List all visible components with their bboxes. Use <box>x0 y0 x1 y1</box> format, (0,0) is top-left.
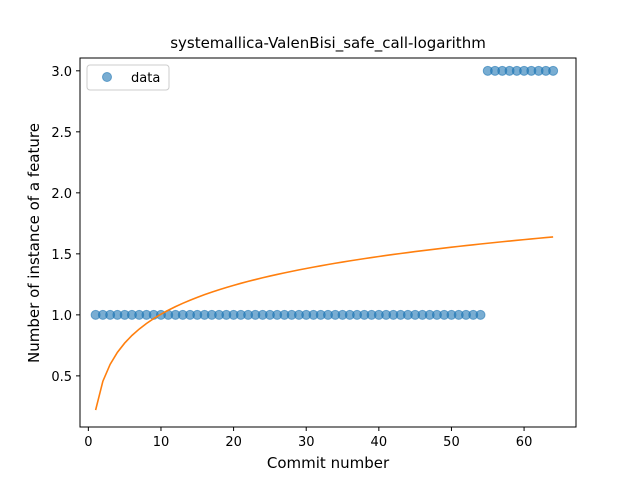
legend-marker <box>102 72 112 82</box>
y-tick-label: 0.5 <box>51 370 72 385</box>
x-tick-label: 10 <box>153 435 170 450</box>
x-axis: 0 10 20 30 40 50 60 <box>84 427 532 450</box>
y-tick-label: 2.5 <box>51 126 72 141</box>
x-tick-label: 60 <box>516 435 533 450</box>
fit-line <box>94 236 554 411</box>
y-tick-label: 3.0 <box>51 65 72 80</box>
x-tick-label: 40 <box>371 435 388 450</box>
x-axis-label: Commit number <box>267 454 390 472</box>
y-axis-label: Number of instance of a feature <box>25 123 43 363</box>
chart-title: systemallica-ValenBisi_safe_call-logarit… <box>170 34 486 53</box>
data-point <box>475 309 486 320</box>
y-axis: 0.5 1.0 1.5 2.0 2.5 3.0 <box>51 65 80 385</box>
x-tick-label: 30 <box>298 435 315 450</box>
axes-frame <box>79 57 577 428</box>
x-tick-label: 50 <box>443 435 460 450</box>
y-tick-label: 1.5 <box>51 248 72 263</box>
x-tick-label: 20 <box>225 435 242 450</box>
legend-box <box>86 64 170 91</box>
x-tick-label: 0 <box>84 435 92 450</box>
plot-area <box>90 65 559 411</box>
y-tick-label: 1.0 <box>51 309 72 324</box>
legend-label: data <box>131 71 160 86</box>
data-point <box>548 65 559 76</box>
y-tick-label: 2.0 <box>51 187 72 202</box>
legend: data <box>86 64 170 91</box>
